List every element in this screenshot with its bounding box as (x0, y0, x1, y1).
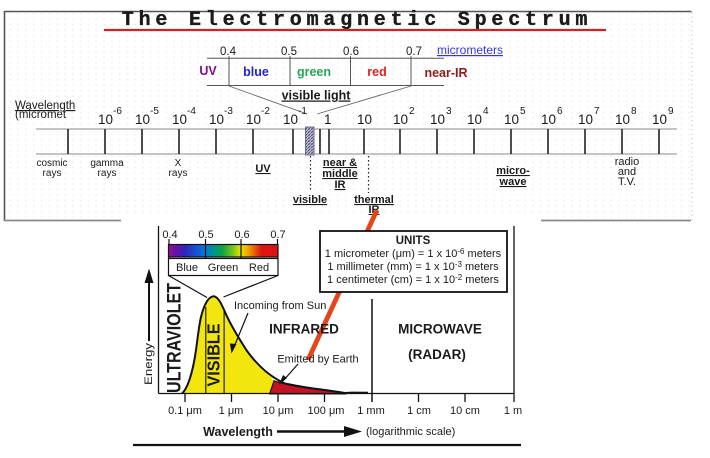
svg-text:5: 5 (520, 106, 526, 117)
svg-text:1 cm: 1 cm (407, 405, 431, 417)
svg-text:rays: rays (169, 168, 188, 179)
svg-text:10: 10 (98, 112, 113, 127)
svg-text:1 m: 1 m (504, 405, 522, 417)
svg-text:green: green (297, 65, 331, 79)
svg-text:X: X (175, 158, 182, 169)
svg-text:10: 10 (135, 112, 150, 127)
svg-text:10: 10 (504, 112, 519, 127)
svg-text:1 millimeter (mm) = 1 x 10-3 m: 1 millimeter (mm) = 1 x 10-3 meters (327, 260, 499, 273)
svg-text:cosmic: cosmic (36, 158, 67, 169)
svg-text:1: 1 (324, 112, 332, 127)
svg-text:T.V.: T.V. (618, 176, 636, 188)
svg-text:7: 7 (594, 106, 600, 117)
svg-text:Green: Green (208, 262, 239, 274)
svg-text:-6: -6 (113, 106, 122, 117)
svg-text:rays: rays (98, 168, 117, 179)
svg-text:10: 10 (357, 112, 372, 127)
svg-text:Emitted by Earth: Emitted by Earth (277, 354, 358, 366)
svg-text:10: 10 (467, 112, 482, 127)
svg-text:4: 4 (483, 106, 489, 117)
svg-text:8: 8 (631, 106, 637, 117)
svg-text:micro-: micro- (496, 165, 530, 177)
svg-text:visible light: visible light (282, 89, 352, 103)
svg-text:10: 10 (283, 112, 298, 127)
svg-text:2: 2 (409, 106, 415, 117)
svg-text:100 μm: 100 μm (308, 405, 345, 417)
svg-text:near &: near & (323, 157, 357, 169)
svg-text:UV: UV (255, 163, 271, 175)
svg-text:micrometers: micrometers (437, 43, 503, 57)
svg-text:10 μm: 10 μm (263, 405, 294, 417)
svg-text:INFRARED: INFRARED (269, 322, 339, 337)
svg-text:near-IR: near-IR (424, 66, 467, 80)
svg-text:(logarithmic scale): (logarithmic scale) (366, 426, 455, 438)
svg-text:9: 9 (668, 106, 674, 117)
svg-text:rays: rays (43, 168, 62, 179)
svg-text:blue: blue (243, 65, 269, 79)
svg-text:0.6: 0.6 (343, 46, 359, 58)
svg-text:Incoming from Sun: Incoming from Sun (234, 300, 326, 312)
svg-text:10: 10 (246, 112, 261, 127)
svg-text:10: 10 (541, 112, 556, 127)
svg-text:UV: UV (199, 64, 217, 78)
svg-text:Wavelength: Wavelength (203, 425, 273, 439)
svg-text:wave: wave (499, 176, 527, 188)
svg-text:10: 10 (209, 112, 224, 127)
svg-text:0.4: 0.4 (220, 46, 237, 58)
svg-text:radio: radio (615, 156, 639, 168)
svg-text:3: 3 (446, 106, 452, 117)
svg-text:-2: -2 (261, 106, 270, 117)
svg-text:0.7: 0.7 (270, 229, 285, 241)
svg-text:6: 6 (557, 106, 563, 117)
svg-text:Wavelength: Wavelength (15, 100, 75, 112)
svg-text:UNITS: UNITS (396, 235, 431, 247)
svg-text:10: 10 (578, 112, 593, 127)
svg-text:10: 10 (172, 112, 187, 127)
svg-text:Blue: Blue (176, 262, 198, 274)
svg-text:thermal: thermal (354, 194, 394, 206)
svg-text:0.6: 0.6 (234, 229, 249, 241)
svg-text:and: and (618, 166, 636, 178)
svg-text:0.5: 0.5 (198, 229, 213, 241)
svg-text:Energy: Energy (143, 342, 155, 385)
svg-text:visible: visible (293, 194, 327, 206)
svg-text:(micromet: (micromet (15, 109, 67, 121)
svg-text:-4: -4 (187, 106, 196, 117)
svg-text:-3: -3 (224, 106, 233, 117)
svg-text:10: 10 (430, 112, 445, 127)
svg-text:1 μm: 1 μm (219, 405, 244, 417)
svg-text:-5: -5 (150, 106, 159, 117)
svg-text:1 micrometer (μm) = 1 x 10-6 m: 1 micrometer (μm) = 1 x 10-6 meters (325, 247, 502, 260)
svg-text:0.5: 0.5 (281, 46, 297, 58)
svg-text:0.7: 0.7 (406, 46, 422, 58)
svg-text:The Electromagnetic Spectrum: The Electromagnetic Spectrum (122, 9, 592, 32)
svg-text:middle: middle (322, 168, 357, 180)
svg-text:Red: Red (249, 262, 269, 274)
svg-text:ULTRAVIOLET: ULTRAVIOLET (165, 283, 186, 393)
svg-text:10: 10 (652, 112, 667, 127)
svg-text:IR: IR (369, 204, 380, 216)
svg-text:(RADAR): (RADAR) (408, 347, 466, 362)
svg-text:10: 10 (615, 112, 630, 127)
svg-text:0.4: 0.4 (162, 229, 177, 241)
svg-text:10: 10 (393, 112, 408, 127)
svg-text:-1: -1 (298, 106, 307, 117)
svg-text:0.1 μm: 0.1 μm (168, 405, 202, 417)
svg-text:MICROWAVE: MICROWAVE (398, 322, 482, 337)
svg-text:10 cm: 10 cm (450, 405, 480, 417)
svg-text:gamma: gamma (90, 158, 124, 169)
svg-text:1 mm: 1 mm (357, 405, 385, 417)
svg-text:IR: IR (335, 179, 346, 191)
svg-text:1 centimeter (cm) = 1 x 10-2 m: 1 centimeter (cm) = 1 x 10-2 meters (327, 273, 499, 286)
svg-text:VISIBLE: VISIBLE (204, 324, 224, 387)
svg-text:red: red (367, 65, 386, 79)
